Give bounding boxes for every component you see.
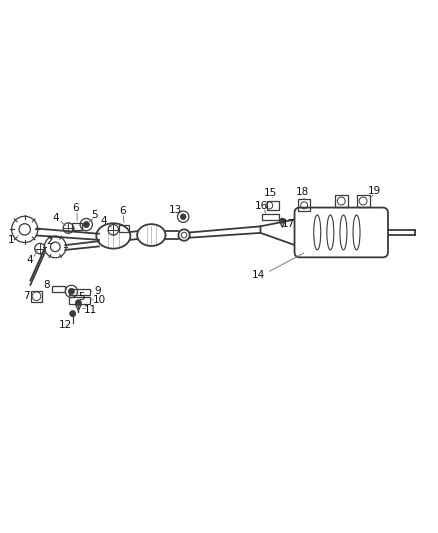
Text: 4: 4 (52, 213, 59, 223)
Text: 16: 16 (255, 201, 268, 211)
Text: 15: 15 (264, 188, 277, 198)
Text: 18: 18 (296, 187, 310, 197)
Circle shape (83, 222, 89, 228)
Text: 11: 11 (84, 305, 97, 315)
Text: 6: 6 (72, 203, 79, 213)
Text: 12: 12 (59, 320, 72, 330)
Text: 8: 8 (44, 280, 50, 290)
Bar (267, 201, 279, 210)
Text: 2: 2 (46, 236, 53, 246)
Bar (298, 199, 310, 212)
Circle shape (75, 300, 81, 306)
Text: 4: 4 (26, 255, 33, 265)
Text: 5: 5 (78, 292, 85, 302)
Text: 7: 7 (23, 291, 29, 301)
Text: 10: 10 (92, 295, 106, 305)
Text: 6: 6 (119, 206, 125, 216)
Bar (262, 214, 279, 220)
Text: 4: 4 (100, 216, 106, 225)
Text: 19: 19 (367, 187, 381, 196)
Text: 13: 13 (169, 205, 182, 215)
Circle shape (180, 214, 186, 220)
Text: 9: 9 (94, 286, 101, 296)
Bar (52, 286, 65, 292)
Bar (335, 195, 348, 207)
Text: 17: 17 (282, 219, 296, 229)
Text: 5: 5 (91, 210, 98, 220)
Circle shape (70, 311, 76, 317)
Text: 1: 1 (8, 235, 14, 245)
Bar (69, 289, 90, 295)
FancyBboxPatch shape (294, 207, 388, 257)
Bar (72, 223, 82, 230)
Bar (357, 195, 370, 207)
Text: 14: 14 (252, 270, 265, 280)
Bar (31, 290, 42, 302)
Bar (69, 297, 90, 304)
Polygon shape (261, 219, 300, 247)
Polygon shape (381, 224, 383, 241)
Circle shape (68, 288, 74, 294)
Bar (120, 225, 129, 232)
Circle shape (280, 218, 285, 223)
